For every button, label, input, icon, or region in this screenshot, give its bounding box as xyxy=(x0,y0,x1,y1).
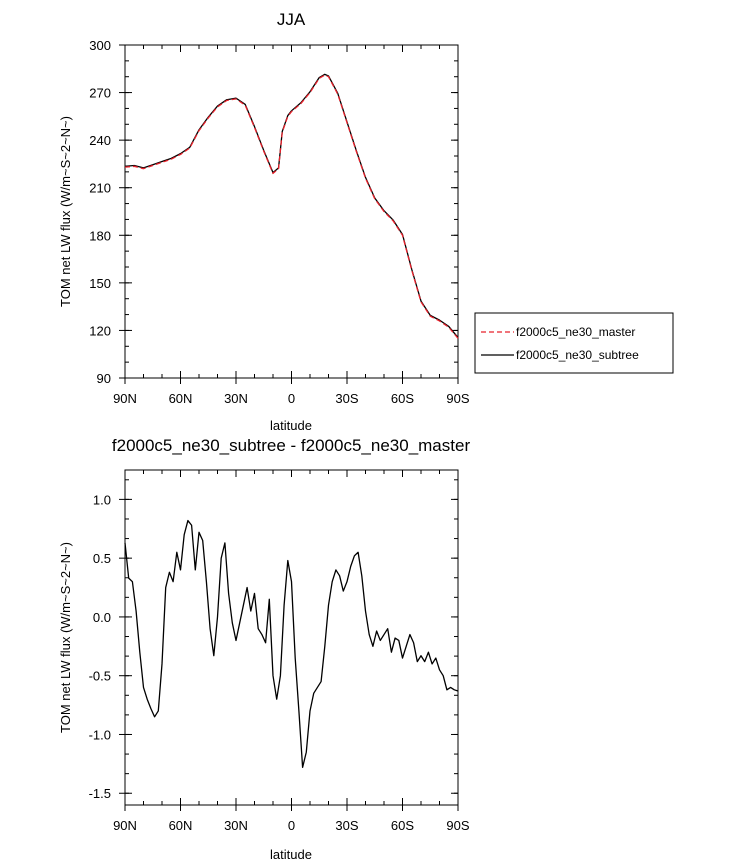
bottom-x-tick-label: 30N xyxy=(224,818,248,833)
bottom-x-tick-label: 30S xyxy=(335,818,358,833)
bottom-y-tick-label: -1.5 xyxy=(89,786,111,801)
bottom-series-line-f2000c5-ne30-subtree-f2000c5-ne30-master xyxy=(124,519,459,769)
top-x-tick-label: 30N xyxy=(224,391,248,406)
top-series-group xyxy=(124,73,459,339)
bottom-x-tick-label: 90N xyxy=(113,818,137,833)
bottom-y-tick-label: 1.0 xyxy=(93,492,111,507)
bottom-x-tick-label: 90S xyxy=(446,818,469,833)
bottom-x-tick-label: 0 xyxy=(288,818,295,833)
legend-label-master: f2000c5_ne30_master xyxy=(516,325,635,339)
top-y-tick-label: 120 xyxy=(89,323,111,338)
top-series-line-f2000c5-ne30-master xyxy=(124,74,459,339)
bottom-y-axis: -1.5 -1.0 -0.5 0.0 0.5 1.0 xyxy=(89,479,458,801)
bottom-series-group xyxy=(124,519,459,769)
legend-label-subtree: f2000c5_ne30_subtree xyxy=(516,348,639,362)
top-y-tick-label: 150 xyxy=(89,276,111,291)
bottom-y-tick-label: -1.0 xyxy=(89,727,111,742)
top-y-tick-label: 210 xyxy=(89,181,111,196)
top-y-tick-label: 270 xyxy=(89,86,111,101)
top-chart-title: JJA xyxy=(277,10,306,29)
bottom-x-tick-label: 60S xyxy=(391,818,414,833)
bottom-y-axis-label: TOM net LW flux (W/m~S~2~N~) xyxy=(58,542,73,733)
bottom-x-axis-label: latitude xyxy=(270,847,312,862)
bottom-plot-frame xyxy=(124,469,459,806)
bottom-x-tick-label: 60N xyxy=(169,818,193,833)
bottom-y-tick-label: 0.5 xyxy=(93,551,111,566)
top-y-axis-label: TOM net LW flux (W/m~S~2~N~) xyxy=(58,116,73,307)
top-x-axis: 90N 60N 30N 0 30S 60S 90S xyxy=(113,45,470,406)
legend: f2000c5_ne30_master f2000c5_ne30_subtree xyxy=(474,312,674,374)
top-x-tick-label: 0 xyxy=(288,391,295,406)
top-y-tick-label: 300 xyxy=(89,38,111,53)
top-x-tick-label: 90N xyxy=(113,391,137,406)
top-y-tick-label: 180 xyxy=(89,228,111,243)
top-plot-frame xyxy=(124,44,459,379)
top-series-line-f2000c5-ne30-subtree xyxy=(124,73,459,338)
top-x-tick-label: 30S xyxy=(335,391,358,406)
top-x-axis-label: latitude xyxy=(270,418,312,433)
top-x-tick-label: 60N xyxy=(169,391,193,406)
bottom-chart-panel: f2000c5_ne30_subtree - f2000c5_ne30_mast… xyxy=(58,436,470,862)
top-y-axis: 90 120 150 180 210 240 270 300 xyxy=(89,38,458,386)
top-x-tick-label: 60S xyxy=(391,391,414,406)
bottom-chart-title: f2000c5_ne30_subtree - f2000c5_ne30_mast… xyxy=(112,436,471,455)
bottom-x-axis: 90N 60N 30N 0 30S 60S 90S xyxy=(113,470,470,833)
top-y-tick-label: 240 xyxy=(89,133,111,148)
bottom-y-tick-label: 0.0 xyxy=(93,610,111,625)
bottom-y-tick-label: -0.5 xyxy=(89,669,111,684)
top-y-tick-label: 90 xyxy=(97,371,111,386)
legend-box xyxy=(474,312,674,374)
top-x-tick-label: 90S xyxy=(446,391,469,406)
top-chart-panel: JJA 90N 60N 30N 0 30S 60S 90S 90 120 150 180 210 24… xyxy=(58,10,470,433)
